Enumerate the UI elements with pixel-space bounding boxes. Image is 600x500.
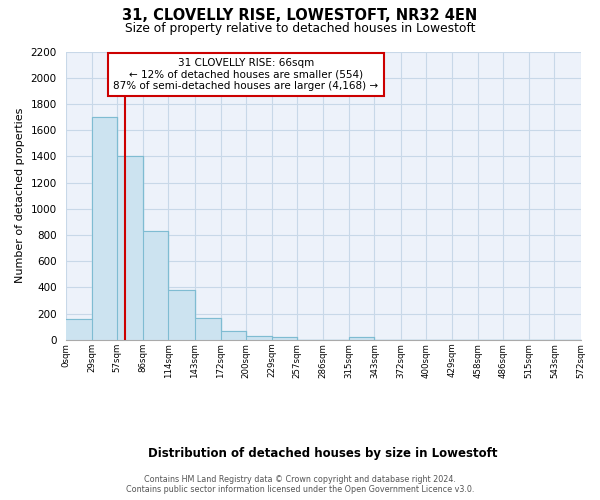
Text: 31, CLOVELLY RISE, LOWESTOFT, NR32 4EN: 31, CLOVELLY RISE, LOWESTOFT, NR32 4EN — [122, 8, 478, 22]
Y-axis label: Number of detached properties: Number of detached properties — [15, 108, 25, 284]
Text: Size of property relative to detached houses in Lowestoft: Size of property relative to detached ho… — [125, 22, 475, 35]
X-axis label: Distribution of detached houses by size in Lowestoft: Distribution of detached houses by size … — [148, 447, 498, 460]
Text: Contains HM Land Registry data © Crown copyright and database right 2024.
Contai: Contains HM Land Registry data © Crown c… — [126, 474, 474, 494]
Text: 31 CLOVELLY RISE: 66sqm
← 12% of detached houses are smaller (554)
87% of semi-d: 31 CLOVELLY RISE: 66sqm ← 12% of detache… — [113, 58, 379, 92]
